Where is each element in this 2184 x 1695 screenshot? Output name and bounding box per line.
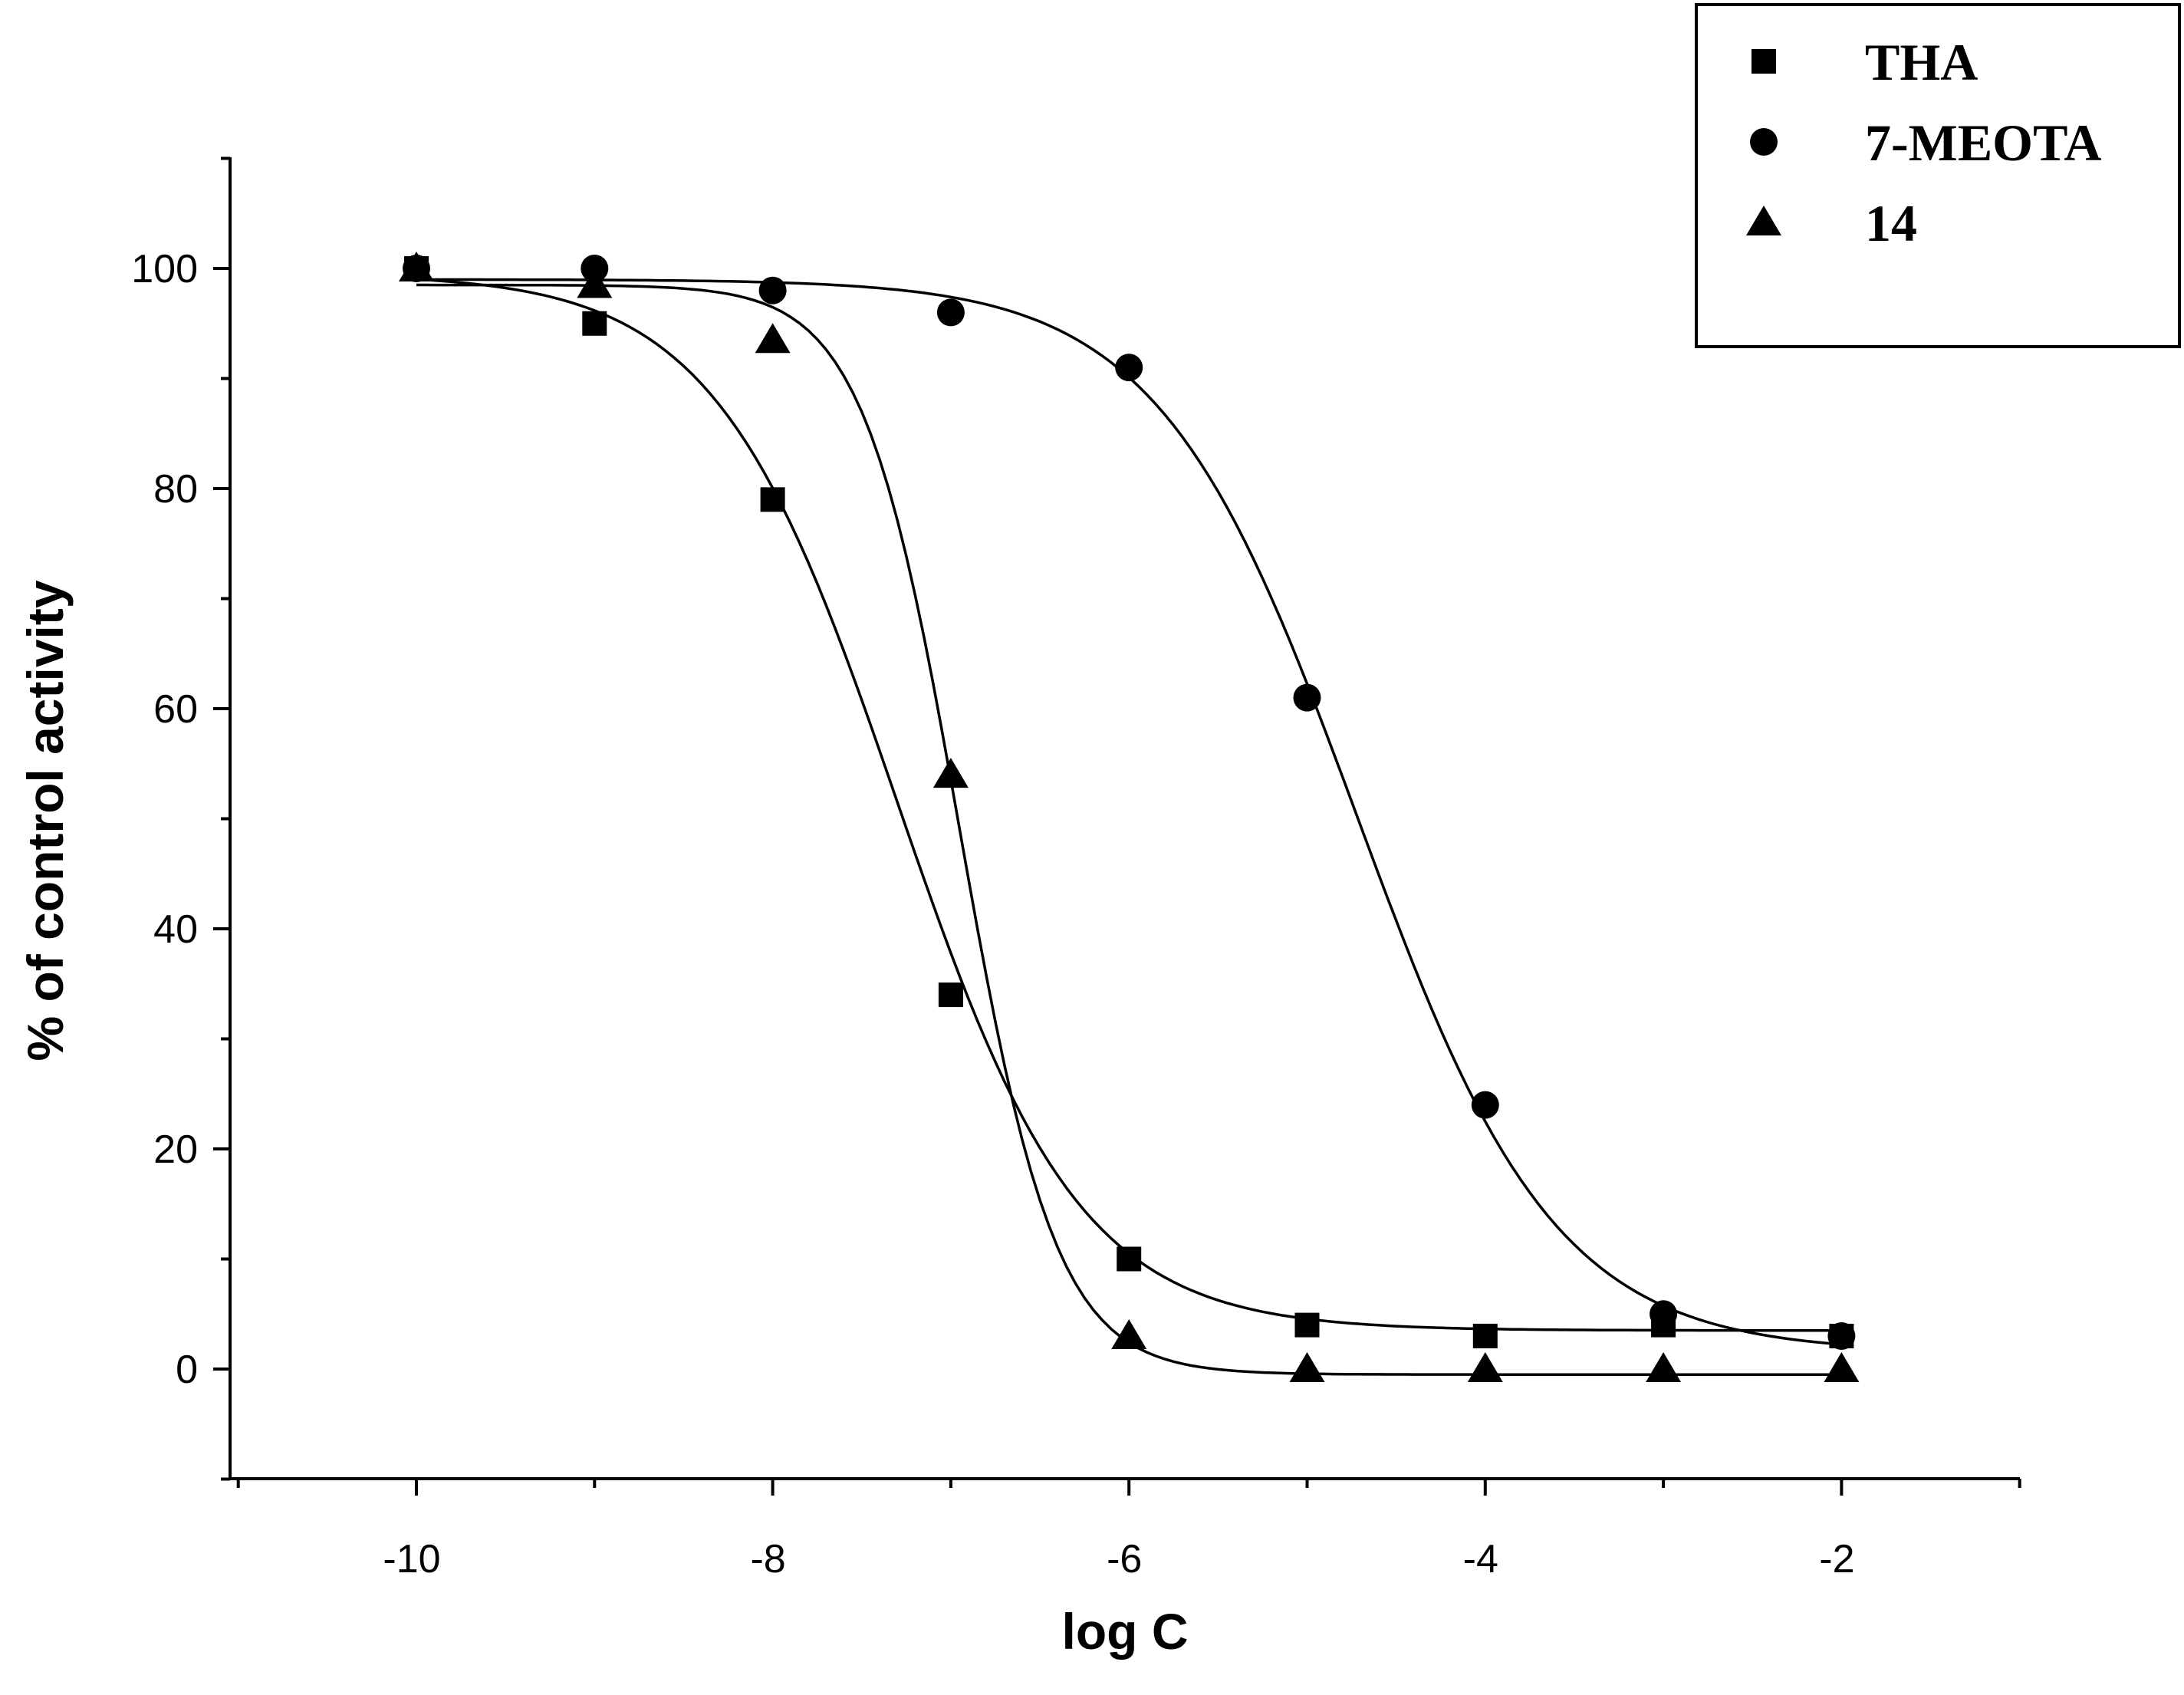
data-point-7-meota bbox=[1827, 1321, 1856, 1350]
data-point-7-meota bbox=[1293, 683, 1321, 712]
legend-marker-7-meota bbox=[1750, 128, 1778, 156]
legend-box bbox=[1695, 3, 2181, 348]
data-point-14 bbox=[1289, 1352, 1325, 1382]
data-point-tha bbox=[760, 487, 785, 512]
fit-curve-tha bbox=[416, 278, 1833, 1332]
legend-label: 14 bbox=[1865, 194, 1917, 252]
data-point-7-meota bbox=[1115, 354, 1143, 382]
x-tick-label: -6 bbox=[1107, 1537, 1142, 1581]
legend-label: 7-MEOTA bbox=[1865, 114, 2102, 172]
data-point-14 bbox=[755, 323, 791, 354]
data-point-14 bbox=[1646, 1352, 1682, 1382]
y-tick-label: 60 bbox=[153, 687, 198, 732]
data-point-14 bbox=[1111, 1318, 1147, 1349]
data-point-7-meota bbox=[936, 298, 965, 327]
fit-curves bbox=[416, 278, 1833, 1376]
y-tick-label: 40 bbox=[153, 907, 198, 952]
data-point-14 bbox=[1824, 1352, 1860, 1382]
data-point-tha bbox=[582, 311, 607, 336]
legend-marker-tha bbox=[1751, 49, 1776, 74]
y-tick-label: 20 bbox=[153, 1127, 198, 1172]
y-tick-labels: 0 20 40 60 80 100 bbox=[131, 247, 198, 1392]
y-tick-label: 80 bbox=[153, 467, 198, 512]
x-axis-title: log C bbox=[1062, 1603, 1189, 1660]
data-point-14 bbox=[932, 758, 969, 788]
data-point-tha bbox=[1117, 1246, 1142, 1272]
data-point-14 bbox=[1467, 1352, 1503, 1382]
data-point-7-meota bbox=[1650, 1300, 1678, 1328]
data-point-tha bbox=[1472, 1323, 1498, 1348]
data-point-tha bbox=[1294, 1312, 1320, 1338]
legend-label: THA bbox=[1865, 33, 1978, 91]
data-point-14 bbox=[399, 252, 434, 281]
data-markers bbox=[399, 252, 1860, 1382]
legend-items: THA 7-MEOTA 14 bbox=[1746, 33, 2102, 252]
x-tick-label: -2 bbox=[1819, 1537, 1854, 1581]
data-point-7-meota bbox=[1471, 1091, 1499, 1119]
data-point-14 bbox=[577, 268, 613, 298]
y-axis-title: % of control activity bbox=[17, 580, 74, 1061]
y-tick-label: 0 bbox=[176, 1348, 198, 1392]
x-tick-label: -10 bbox=[383, 1537, 440, 1581]
legend-marker-14 bbox=[1746, 206, 1781, 235]
fit-curve-7-meota bbox=[416, 278, 1833, 1345]
legend: THA 7-MEOTA 14 bbox=[1695, 3, 2181, 348]
x-ticks bbox=[236, 1479, 2021, 1496]
y-tick-label: 100 bbox=[131, 247, 198, 291]
fit-curve-14 bbox=[416, 283, 1833, 1376]
x-tick-label: -4 bbox=[1463, 1537, 1498, 1581]
x-tick-label: -8 bbox=[750, 1537, 785, 1581]
data-point-7-meota bbox=[758, 276, 787, 304]
data-point-tha bbox=[938, 982, 963, 1008]
y-ticks bbox=[213, 156, 230, 1481]
x-tick-labels: -10 -8 -6 -4 -2 bbox=[383, 1537, 1854, 1581]
